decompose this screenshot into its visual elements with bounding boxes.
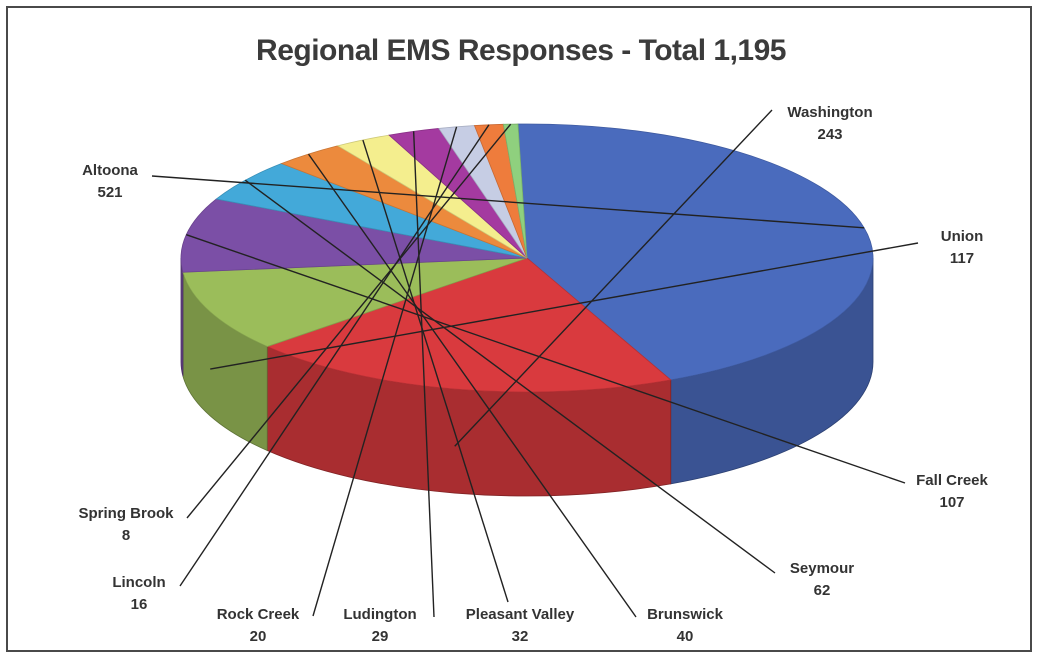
data-label-name-pleasant-valley: Pleasant Valley — [466, 606, 575, 623]
data-label-name-rock-creek: Rock Creek — [217, 606, 300, 623]
data-label-value-lincoln: 16 — [131, 596, 148, 613]
data-label-value-fall-creek: 107 — [939, 494, 964, 511]
data-label-value-rock-creek: 20 — [250, 628, 267, 645]
data-label-value-altoona: 521 — [97, 184, 122, 201]
pie-slice-union — [182, 257, 528, 347]
leader-line-washington — [454, 109, 773, 447]
leader-line-ludington — [412, 131, 435, 618]
data-label-name-fall-creek: Fall Creek — [916, 472, 988, 489]
data-label-name-seymour: Seymour — [790, 560, 854, 577]
data-label-value-union: 117 — [950, 250, 974, 267]
data-label-value-washington: 243 — [817, 126, 842, 143]
leader-line-altoona — [151, 175, 865, 229]
data-label-name-altoona: Altoona — [82, 162, 138, 179]
pie-side-fall-creek — [180, 257, 184, 377]
data-label-value-spring-brook: 8 — [122, 527, 130, 544]
pie-slice-washington — [266, 257, 672, 393]
data-label-name-brunswick: Brunswick — [647, 606, 724, 623]
data-label-name-spring-brook: Spring Brook — [78, 505, 174, 522]
leader-line-union — [210, 242, 919, 370]
leader-line-brunswick — [307, 153, 637, 618]
data-label-name-lincoln: Lincoln — [112, 574, 165, 591]
data-label-value-ludington: 29 — [372, 628, 389, 645]
leader-line-seymour — [244, 179, 776, 574]
leader-line-lincoln — [179, 124, 490, 587]
data-label-value-seymour: 62 — [814, 582, 831, 599]
data-label-name-washington: Washington — [787, 104, 872, 121]
data-label-name-union: Union — [941, 228, 984, 245]
data-label-value-brunswick: 40 — [677, 628, 694, 645]
data-label-name-ludington: Ludington — [343, 606, 416, 623]
data-label-value-pleasant-valley: 32 — [512, 628, 529, 645]
leader-line-spring-brook — [186, 123, 512, 519]
leader-line-fall-creek — [186, 234, 906, 484]
leader-line-pleasant-valley — [362, 139, 509, 603]
chart-title: Regional EMS Responses - Total 1,195 — [256, 34, 786, 67]
